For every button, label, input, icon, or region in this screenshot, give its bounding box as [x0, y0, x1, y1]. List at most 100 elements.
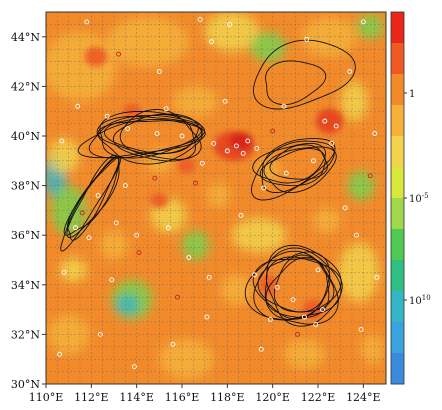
field-blob: [284, 339, 325, 370]
colorbar-label: 1: [409, 89, 415, 100]
marker-white: [125, 126, 131, 132]
marker-white: [109, 277, 115, 283]
field-blob: [206, 183, 230, 208]
marker-white: [233, 143, 239, 149]
contour-southeast: [244, 250, 339, 325]
marker-white: [131, 364, 137, 370]
marker-red: [152, 175, 158, 181]
x-tick-label: 114°E: [119, 391, 154, 404]
marker-white: [211, 140, 217, 146]
contour-southwest: [63, 156, 120, 236]
marker-white: [354, 232, 359, 238]
marker-white: [304, 36, 310, 42]
field-blob: [361, 334, 384, 365]
marker-white: [374, 274, 380, 280]
field-blob: [59, 257, 87, 283]
y-tick-label: 44°N: [11, 31, 40, 44]
station-markers: [57, 16, 380, 370]
marker-white: [73, 225, 78, 231]
colorbar-segment: [391, 291, 404, 323]
marker-white: [224, 148, 230, 154]
marker-red: [79, 210, 85, 216]
y-tick-label: 30°N: [11, 378, 40, 391]
marker-white: [170, 341, 176, 347]
marker-white: [342, 205, 348, 211]
marker-white: [165, 225, 171, 231]
marker-white: [206, 274, 212, 280]
marker-white: [113, 220, 119, 226]
y-tick-label: 32°N: [11, 328, 40, 341]
colorbar-segment: [391, 353, 404, 385]
colorbar-segment: [391, 43, 404, 75]
colorbar-label-exponent: 10: [422, 294, 431, 302]
colorbar-label: 1010: [409, 294, 431, 307]
marker-white: [75, 103, 81, 109]
marker-white: [156, 69, 162, 74]
marker-white: [311, 158, 316, 164]
field-blob: [48, 138, 80, 174]
field-blob: [356, 14, 384, 40]
y-axis: 30°N 32°N 34°N 36°N 38°N 40°N 42°N 44°N: [11, 31, 46, 391]
contour-southeast: [252, 258, 331, 320]
marker-red: [175, 294, 180, 300]
marker-white: [313, 322, 319, 327]
contour-west-central: [96, 115, 203, 165]
colorbar-segment: [391, 198, 404, 230]
marker-white: [315, 267, 321, 273]
x-tick-label: 122°E: [301, 391, 336, 404]
contour-northeast: [252, 39, 356, 110]
marker-white: [320, 307, 325, 313]
field-blob: [313, 207, 341, 233]
colorbar-segment: [391, 12, 404, 44]
x-tick-label: 112°E: [74, 391, 109, 404]
marker-white: [61, 269, 67, 275]
map-frame: [45, 11, 387, 385]
field-blob: [250, 31, 287, 62]
contour-southeast: [265, 256, 330, 319]
marker-red: [116, 51, 121, 57]
map-field: [46, 12, 386, 384]
marker-white: [360, 19, 366, 25]
y-tick-label: 40°N: [11, 130, 40, 143]
colorbar: 1 10-5 1010: [390, 11, 431, 385]
marker-white: [333, 123, 339, 129]
colorbar-label: 10-5: [409, 192, 429, 205]
colorbar-segment: [391, 105, 404, 137]
marker-white: [347, 69, 353, 74]
contour-southeast: [273, 254, 335, 313]
x-tick-label: 118°E: [210, 391, 245, 404]
marker-white: [59, 138, 65, 144]
marker-white: [238, 212, 244, 218]
marker-white: [154, 131, 160, 136]
contour-east-central: [263, 146, 337, 194]
field-blob: [220, 274, 253, 305]
colorbar-segment: [391, 229, 404, 261]
marker-white: [97, 331, 103, 337]
marker-white: [209, 39, 214, 45]
contour-west-central: [97, 120, 203, 155]
marker-white: [290, 297, 296, 303]
colorbar-segment: [391, 322, 404, 354]
x-axis: 110°E 112°E 114°E 116°E 118°E 120°E 122°E 124°E: [29, 384, 381, 404]
marker-red: [295, 331, 301, 337]
marker-white: [179, 133, 185, 139]
field-blob: [182, 230, 210, 260]
marker-white: [267, 317, 273, 322]
contour-lines: [60, 39, 356, 327]
field-blobs: [46, 12, 384, 380]
marker-white: [197, 16, 203, 22]
contour-west-central: [88, 114, 205, 159]
marker-white: [204, 314, 210, 320]
colorbar-segment: [391, 74, 404, 106]
field-blob: [172, 86, 219, 117]
marker-white: [258, 346, 264, 352]
marker-red: [367, 173, 373, 179]
field-hotspot: [84, 46, 108, 67]
contour-southwest: [66, 154, 120, 238]
y-tick-label: 34°N: [11, 279, 40, 292]
marker-white: [122, 183, 128, 189]
marker-red: [193, 180, 199, 186]
x-tick-label: 110°E: [29, 391, 64, 404]
field-blob: [204, 12, 260, 52]
field-hotspot: [229, 132, 253, 150]
